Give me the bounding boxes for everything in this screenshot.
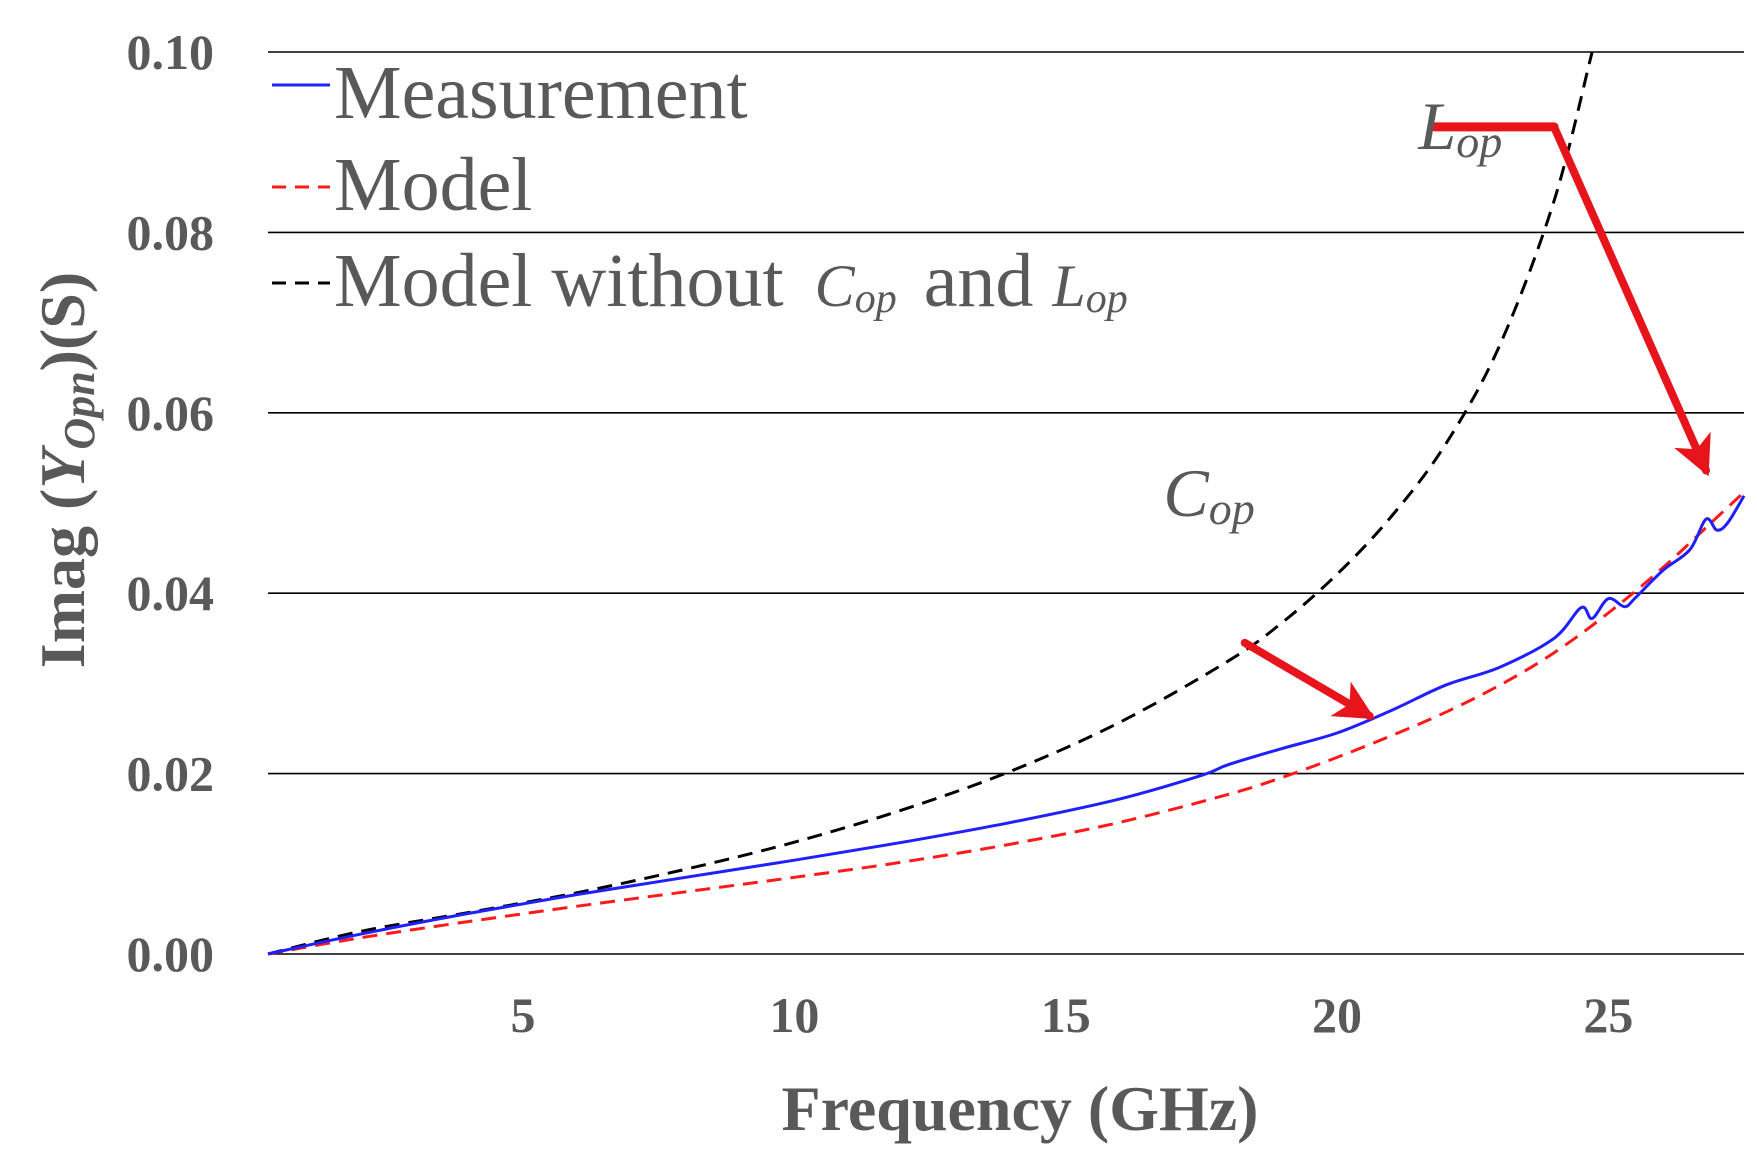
y-tick-labels: 0.00 0.02 0.04 0.06 0.08 0.10: [127, 24, 215, 982]
legend-part-1: C: [815, 253, 856, 319]
y-tick-label-1: 0.02: [127, 746, 215, 802]
series-lines: [267, 51, 1746, 956]
x-tick-label-3: 20: [1312, 987, 1362, 1043]
series-line-1: [267, 491, 1746, 956]
legend-label-measurement: Measurement: [334, 51, 748, 135]
legend-part-3: and: [905, 239, 1053, 323]
series-line-2: [267, 51, 1594, 956]
annotation-label-0: Cop: [1163, 455, 1254, 534]
x-axis-title: Frequency (GHz): [782, 1073, 1259, 1144]
annotation-arrow-1: [1550, 122, 1711, 477]
x-tick-label-2: 15: [1041, 987, 1091, 1043]
y-axis-title-sub: Opn: [55, 371, 104, 449]
series-line-0: [267, 495, 1746, 956]
x-tick-label-0: 5: [511, 987, 536, 1043]
annotation-arrows: [1240, 122, 1711, 720]
legend-part-4: L: [1051, 253, 1085, 319]
x-tick-label-4: 25: [1583, 987, 1633, 1043]
y-axis-title-var: Y: [27, 445, 98, 489]
legend-part-5: op: [1086, 276, 1128, 322]
y-axis-title-prefix: Imag (: [27, 489, 98, 669]
annotation-arrow-0: [1240, 638, 1376, 720]
y-tick-label-3: 0.06: [127, 385, 215, 441]
y-tick-label-2: 0.04: [127, 565, 215, 621]
x-tick-label-1: 10: [769, 987, 819, 1043]
legend-label-model: Model: [334, 143, 532, 227]
annotation-sub-1: op: [1456, 116, 1502, 167]
y-axis-title-suffix: )(S): [27, 272, 98, 372]
y-tick-label-0: 0.00: [127, 926, 215, 982]
y-tick-label-5: 0.10: [127, 24, 215, 80]
annotation-letter-1: L: [1417, 88, 1456, 164]
legend: Measurement Model Model without Cop and …: [272, 51, 1128, 323]
gridlines: [268, 51, 1744, 955]
y-tick-label-4: 0.08: [127, 204, 215, 260]
legend-part-2: op: [855, 276, 897, 322]
legend-part-0: Model without: [334, 239, 803, 323]
legend-label-model-without: Model without Cop and Lop: [334, 239, 1128, 323]
y-axis-title: Imag (YOpn)(S): [27, 272, 104, 668]
annotation-letter-0: C: [1163, 455, 1209, 531]
annotation-label-1: Lop: [1417, 88, 1502, 167]
x-tick-labels: 5 10 15 20 25: [511, 987, 1634, 1043]
annotation-sub-0: op: [1209, 483, 1255, 534]
